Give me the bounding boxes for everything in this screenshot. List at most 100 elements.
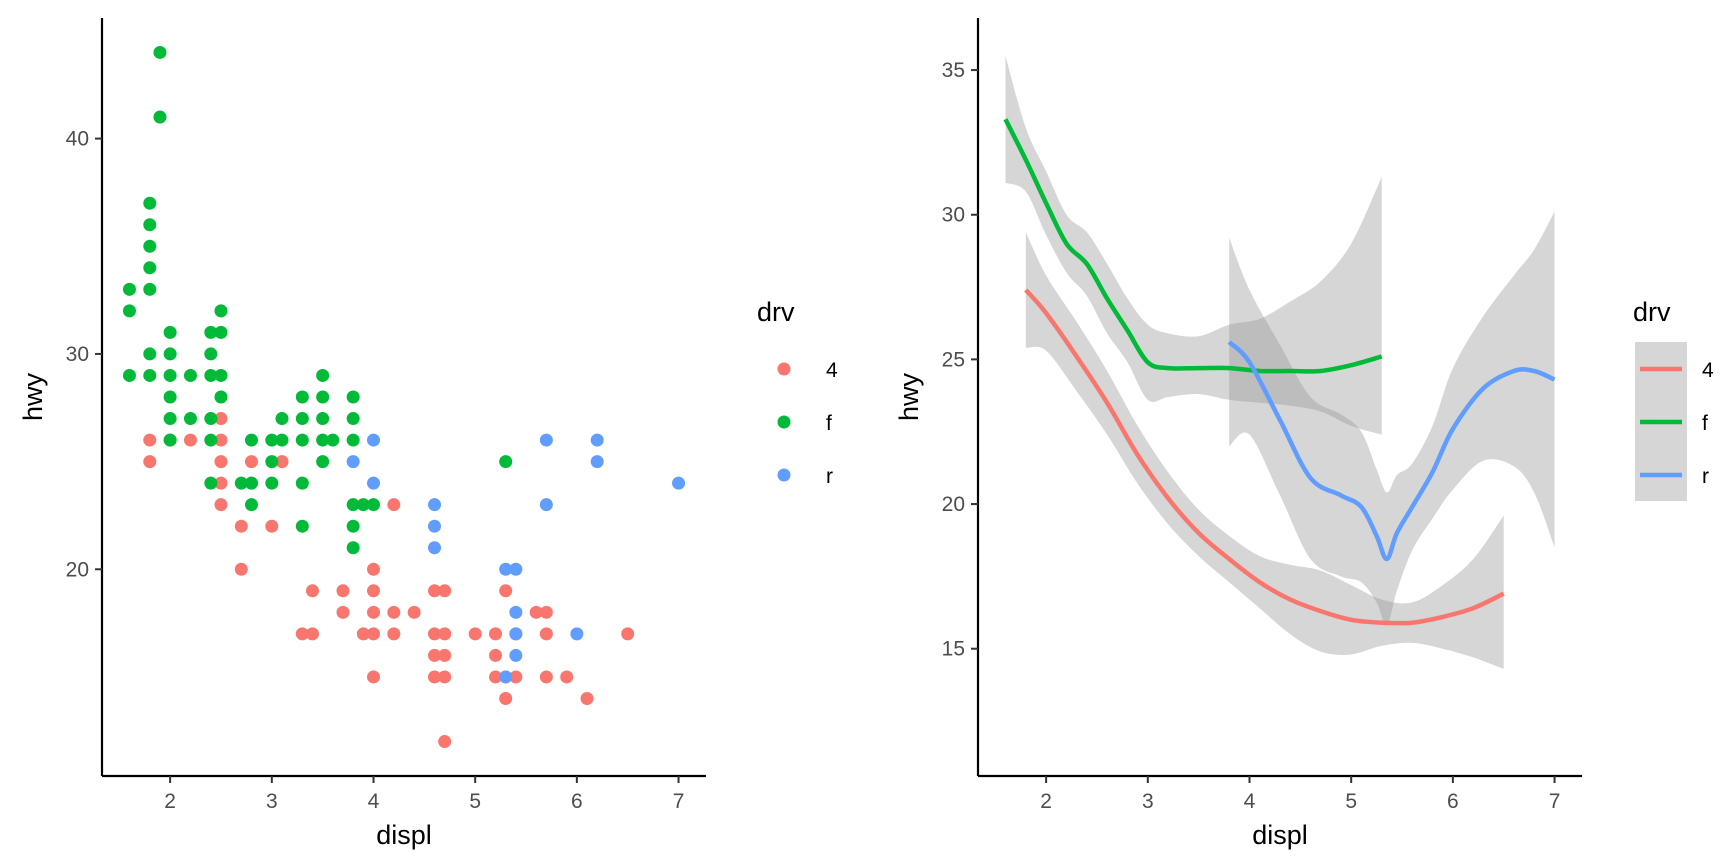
point-f [143, 347, 157, 361]
point-4 [234, 519, 248, 533]
point-4 [234, 562, 248, 576]
x-tick-label: 3 [266, 790, 278, 813]
point-f [214, 390, 228, 404]
point-f [143, 282, 157, 296]
point-r [509, 627, 523, 641]
point-f [163, 433, 177, 447]
point-4 [539, 605, 553, 619]
point-r [346, 455, 360, 469]
point-4 [387, 605, 401, 619]
point-f [204, 476, 218, 490]
point-f [295, 412, 309, 426]
point-f [143, 196, 157, 210]
point-4 [428, 627, 442, 641]
point-4 [438, 584, 452, 598]
point-f [295, 476, 309, 490]
point-f [204, 325, 218, 339]
x-tick-label: 5 [1345, 790, 1357, 813]
legend-label-f: f [1702, 412, 1708, 435]
point-r [428, 519, 442, 533]
legend-key-4 [777, 362, 791, 376]
point-4 [529, 605, 543, 619]
point-r [590, 455, 604, 469]
point-4 [366, 605, 380, 619]
point-4 [366, 627, 380, 641]
point-4 [214, 433, 228, 447]
x-tick-label: 2 [164, 790, 176, 813]
point-4 [580, 691, 594, 705]
point-4 [214, 455, 228, 469]
point-4 [183, 433, 197, 447]
y-axis-title: hwy [18, 372, 48, 421]
point-f [366, 498, 380, 512]
point-4 [468, 627, 482, 641]
point-4 [366, 562, 380, 576]
point-4 [214, 476, 228, 490]
point-4 [438, 648, 452, 662]
point-f [163, 368, 177, 382]
point-r [590, 433, 604, 447]
y-axis-ticks: 20 30 40 [66, 128, 102, 581]
point-f [163, 390, 177, 404]
smooth-lines [1003, 118, 1556, 626]
legend-label-r: r [1702, 465, 1709, 488]
point-r [539, 433, 553, 447]
point-f [153, 110, 167, 124]
point-4 [438, 735, 452, 749]
point-f [204, 347, 218, 361]
point-4 [295, 627, 309, 641]
point-4 [305, 584, 319, 598]
point-4 [387, 627, 401, 641]
point-r [509, 605, 523, 619]
point-f [153, 45, 167, 59]
point-4 [214, 412, 228, 426]
point-f [346, 433, 360, 447]
point-f [163, 347, 177, 361]
x-tick-label: 7 [1549, 790, 1561, 813]
y-tick-label: 25 [942, 348, 965, 371]
point-f [316, 455, 330, 469]
x-axis-ticks: 2 3 4 5 6 7 [164, 776, 684, 813]
line-r [1227, 340, 1556, 562]
point-4 [539, 670, 553, 684]
point-f [295, 519, 309, 533]
point-f [244, 498, 258, 512]
point-f [234, 476, 248, 490]
point-f [346, 412, 360, 426]
point-4 [489, 670, 503, 684]
point-r [428, 541, 442, 555]
point-f [346, 541, 360, 555]
legend-key-r [777, 468, 791, 482]
point-f [143, 368, 157, 382]
point-4 [509, 670, 523, 684]
x-tick-label: 4 [368, 790, 380, 813]
point-f [346, 498, 360, 512]
point-4 [539, 627, 553, 641]
confidence-bands [1005, 55, 1555, 669]
point-4 [387, 498, 401, 512]
point-f [122, 304, 136, 318]
x-tick-label: 2 [1040, 790, 1052, 813]
point-f [275, 412, 289, 426]
line-4 [1024, 288, 1505, 626]
point-f [356, 498, 370, 512]
point-r [539, 498, 553, 512]
point-4 [305, 627, 319, 641]
point-r [366, 476, 380, 490]
point-f [295, 433, 309, 447]
point-f [163, 412, 177, 426]
point-f [346, 390, 360, 404]
point-r [570, 627, 584, 641]
y-tick-label: 30 [942, 204, 965, 227]
point-f [143, 218, 157, 232]
point-f [122, 368, 136, 382]
point-4 [499, 584, 513, 598]
x-axis-title: displ [376, 820, 432, 850]
point-4 [275, 455, 289, 469]
point-f [204, 412, 218, 426]
point-4 [336, 605, 350, 619]
y-axis-ticks: 15 20 25 30 35 [942, 59, 978, 661]
point-f [295, 390, 309, 404]
point-f [316, 412, 330, 426]
